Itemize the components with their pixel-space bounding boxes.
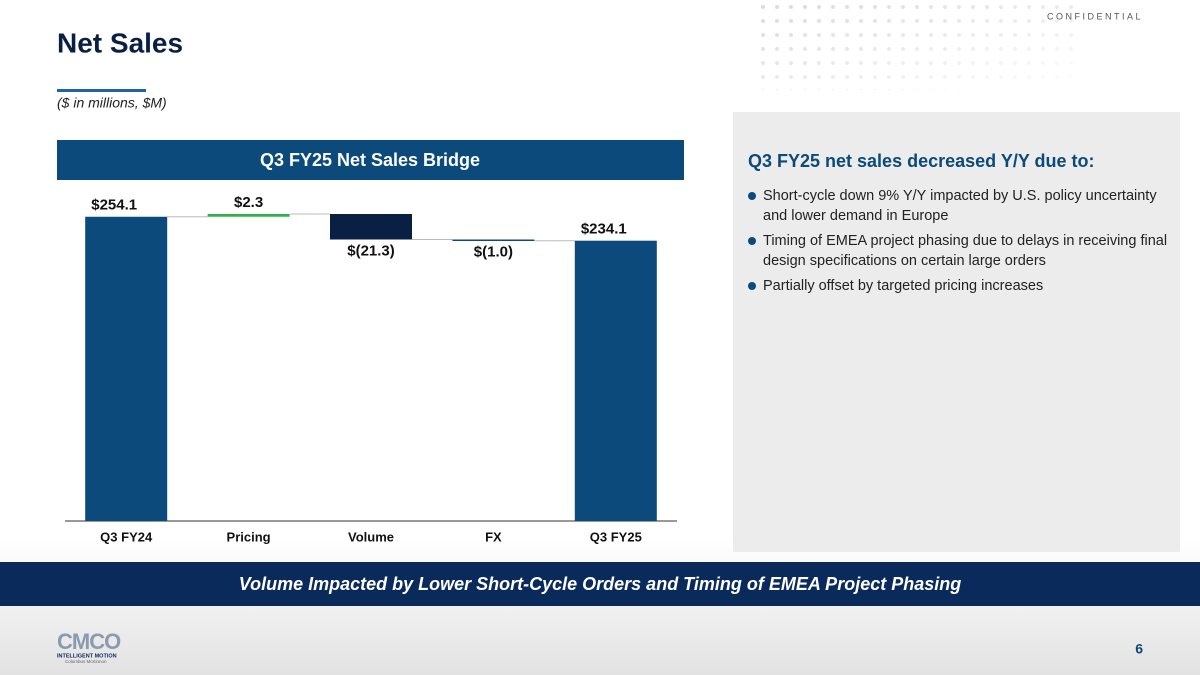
chart-title: Q3 FY25 Net Sales Bridge [260, 150, 480, 170]
confidential: CONFIDENTIAL [1047, 11, 1143, 21]
x-tick-label: Q3 FY25 [590, 529, 642, 544]
x-tick-label: Q3 FY24 [100, 529, 153, 544]
commentary-panel [733, 112, 1180, 552]
page-number: 6 [1135, 641, 1143, 657]
bar [330, 214, 412, 240]
chart-header [57, 140, 684, 180]
bullet: Short-cycle down 9% Y/Y impacted by U.S.… [748, 186, 1168, 226]
bullet: Partially offset by targeted pricing inc… [748, 276, 1168, 296]
bullet: Timing of EMEA project phasing due to de… [748, 231, 1168, 271]
banner-text: Volume Impacted by Lower Short-Cycle Ord… [239, 574, 961, 594]
value-label: $(1.0) [474, 244, 513, 261]
logo-tagline: INTELLIGENT MOTION [57, 653, 117, 659]
dot-fade [760, 0, 1080, 90]
value-label: $2.3 [234, 194, 263, 211]
banner [0, 562, 1200, 606]
value-label: $254.1 [91, 197, 137, 214]
bar [207, 214, 290, 217]
logo: CMCO [57, 629, 121, 654]
commentary-heading: Q3 FY25 net sales decreased Y/Y due to: [748, 151, 1095, 171]
value-label: $(21.3) [347, 242, 395, 259]
bar [452, 239, 535, 242]
logo-company: Columbus McKinnon [65, 659, 107, 664]
x-tick-label: Volume [348, 529, 394, 544]
x-tick-label: Pricing [227, 529, 271, 544]
subtitle: ($ in millions, $M) [57, 95, 167, 111]
title-underline [57, 89, 146, 92]
bar [574, 240, 657, 521]
x-tick-label: FX [485, 529, 502, 544]
value-label: $234.1 [581, 221, 627, 238]
slide-title: Net Sales [57, 27, 183, 58]
bar [85, 216, 168, 521]
bullet-list: Short-cycle down 9% Y/Y impacted by U.S.… [748, 186, 1168, 301]
